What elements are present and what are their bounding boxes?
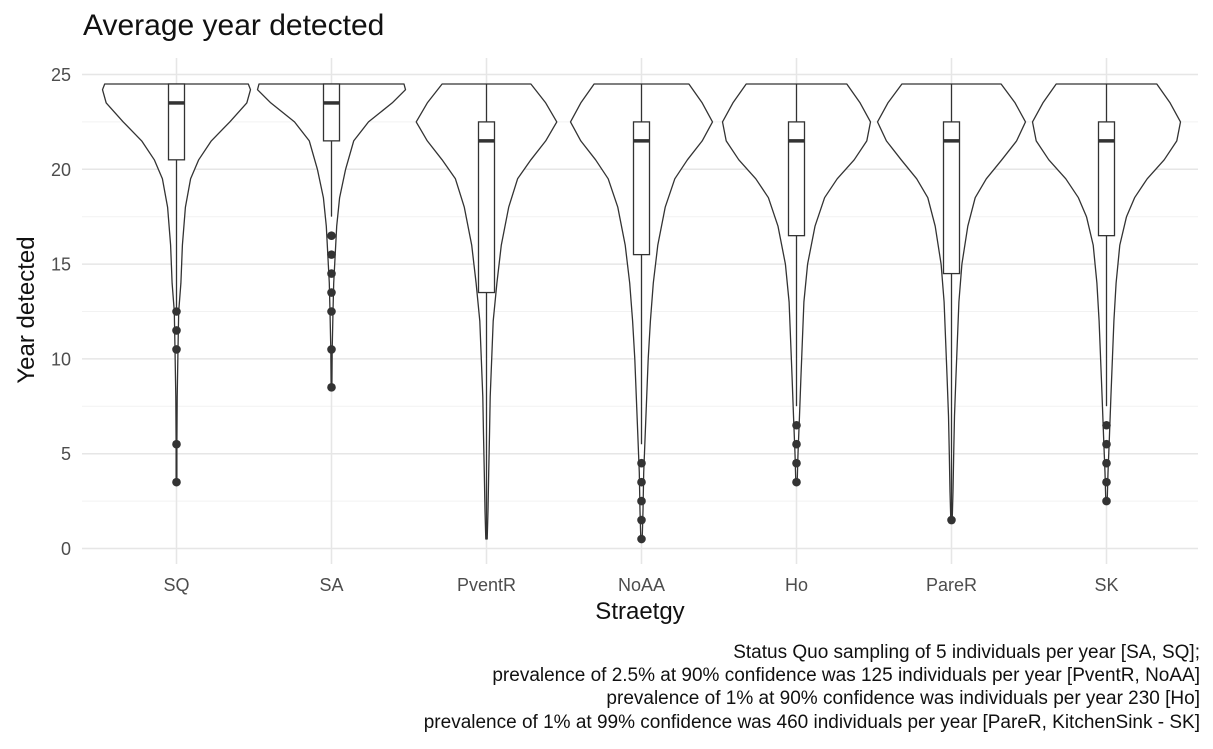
x-tick-labels: SQ SA PventR NoAA Ho PareR SK bbox=[163, 575, 1118, 595]
x-tick-label: Ho bbox=[785, 575, 808, 595]
x-tick-label: SA bbox=[319, 575, 343, 595]
y-tick-label: 0 bbox=[61, 539, 71, 559]
y-tick-label: 5 bbox=[61, 444, 71, 464]
box-iqr bbox=[1097, 121, 1116, 237]
outlier-point-SK bbox=[1102, 420, 1111, 430]
outlier-point-SQ bbox=[172, 477, 181, 487]
outlier-point-SK bbox=[1102, 477, 1111, 487]
caption-line-2: prevalence of 2.5% at 90% confidence was… bbox=[492, 665, 1200, 686]
box-iqr bbox=[477, 121, 496, 294]
outlier-point-NoAA bbox=[637, 458, 646, 468]
boxplot-PventR bbox=[477, 83, 496, 540]
outlier-point-SQ bbox=[172, 307, 181, 316]
x-tick-label: SK bbox=[1094, 575, 1118, 595]
y-tick-label: 15 bbox=[51, 255, 71, 275]
y-tick-label: 10 bbox=[51, 349, 71, 369]
boxplots bbox=[167, 83, 1116, 540]
outlier-point-SK bbox=[1102, 496, 1111, 506]
x-tick-label: PareR bbox=[926, 575, 977, 595]
boxplot-Ho bbox=[787, 83, 806, 407]
outlier-points bbox=[172, 231, 1111, 544]
box-iqr bbox=[322, 83, 341, 142]
outlier-point-Ho bbox=[792, 458, 801, 468]
boxplot-SA bbox=[322, 83, 341, 217]
outlier-point-NoAA bbox=[637, 515, 646, 525]
x-axis-label: Straetgy bbox=[595, 598, 685, 625]
y-tick-labels: 0 5 10 15 20 25 bbox=[51, 65, 71, 559]
caption-line-1: Status Quo sampling of 5 individuals per… bbox=[733, 642, 1200, 663]
outlier-point-SK bbox=[1102, 458, 1111, 468]
outlier-point-NoAA bbox=[637, 477, 646, 487]
outlier-point-SQ bbox=[172, 439, 181, 449]
outlier-point-SA bbox=[327, 288, 336, 297]
outlier-point-Ho bbox=[792, 477, 801, 487]
box-iqr bbox=[167, 83, 186, 161]
outlier-point-SA bbox=[327, 345, 336, 354]
outlier-point-Ho bbox=[792, 439, 801, 449]
y-axis-label: Year detected bbox=[13, 236, 40, 384]
y-tick-label: 20 bbox=[51, 160, 71, 180]
outlier-point-SQ bbox=[172, 345, 181, 354]
outlier-point-SQ bbox=[172, 326, 181, 335]
chart-title: Average year detected bbox=[83, 9, 385, 42]
outlier-point-SA bbox=[327, 231, 336, 240]
box-iqr bbox=[787, 121, 806, 237]
box-iqr bbox=[942, 121, 961, 275]
outlier-point-NoAA bbox=[637, 496, 646, 506]
outlier-point-SK bbox=[1102, 439, 1111, 449]
outlier-point-SA bbox=[327, 307, 336, 316]
outlier-point-SA bbox=[327, 250, 336, 259]
box-iqr bbox=[632, 121, 651, 256]
boxplot-NoAA bbox=[632, 83, 651, 445]
x-tick-label: PventR bbox=[457, 575, 516, 595]
outlier-point-PareR bbox=[947, 515, 956, 525]
outlier-point-SA bbox=[327, 383, 336, 392]
outlier-point-Ho bbox=[792, 420, 801, 430]
boxplot-SK bbox=[1097, 83, 1116, 407]
x-tick-label: SQ bbox=[163, 575, 189, 595]
outlier-point-NoAA bbox=[637, 534, 646, 544]
outlier-point-SA bbox=[327, 269, 336, 278]
caption-line-3: prevalence of 1% at 90% confidence was i… bbox=[606, 688, 1200, 709]
x-tick-label: NoAA bbox=[618, 575, 665, 595]
boxplot-PareR bbox=[942, 83, 961, 521]
y-tick-label: 25 bbox=[51, 65, 71, 85]
caption-line-4: prevalence of 1% at 99% confidence was 4… bbox=[423, 712, 1200, 733]
boxplot-SQ bbox=[167, 83, 186, 312]
